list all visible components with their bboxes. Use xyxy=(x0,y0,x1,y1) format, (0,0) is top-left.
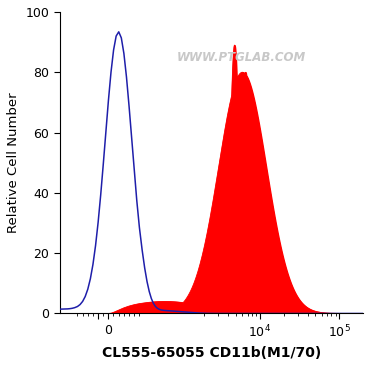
Text: WWW.PTGLAB.COM: WWW.PTGLAB.COM xyxy=(177,51,306,64)
Y-axis label: Relative Cell Number: Relative Cell Number xyxy=(7,92,20,233)
X-axis label: CL555-65055 CD11b(M1/70): CL555-65055 CD11b(M1/70) xyxy=(102,346,321,360)
